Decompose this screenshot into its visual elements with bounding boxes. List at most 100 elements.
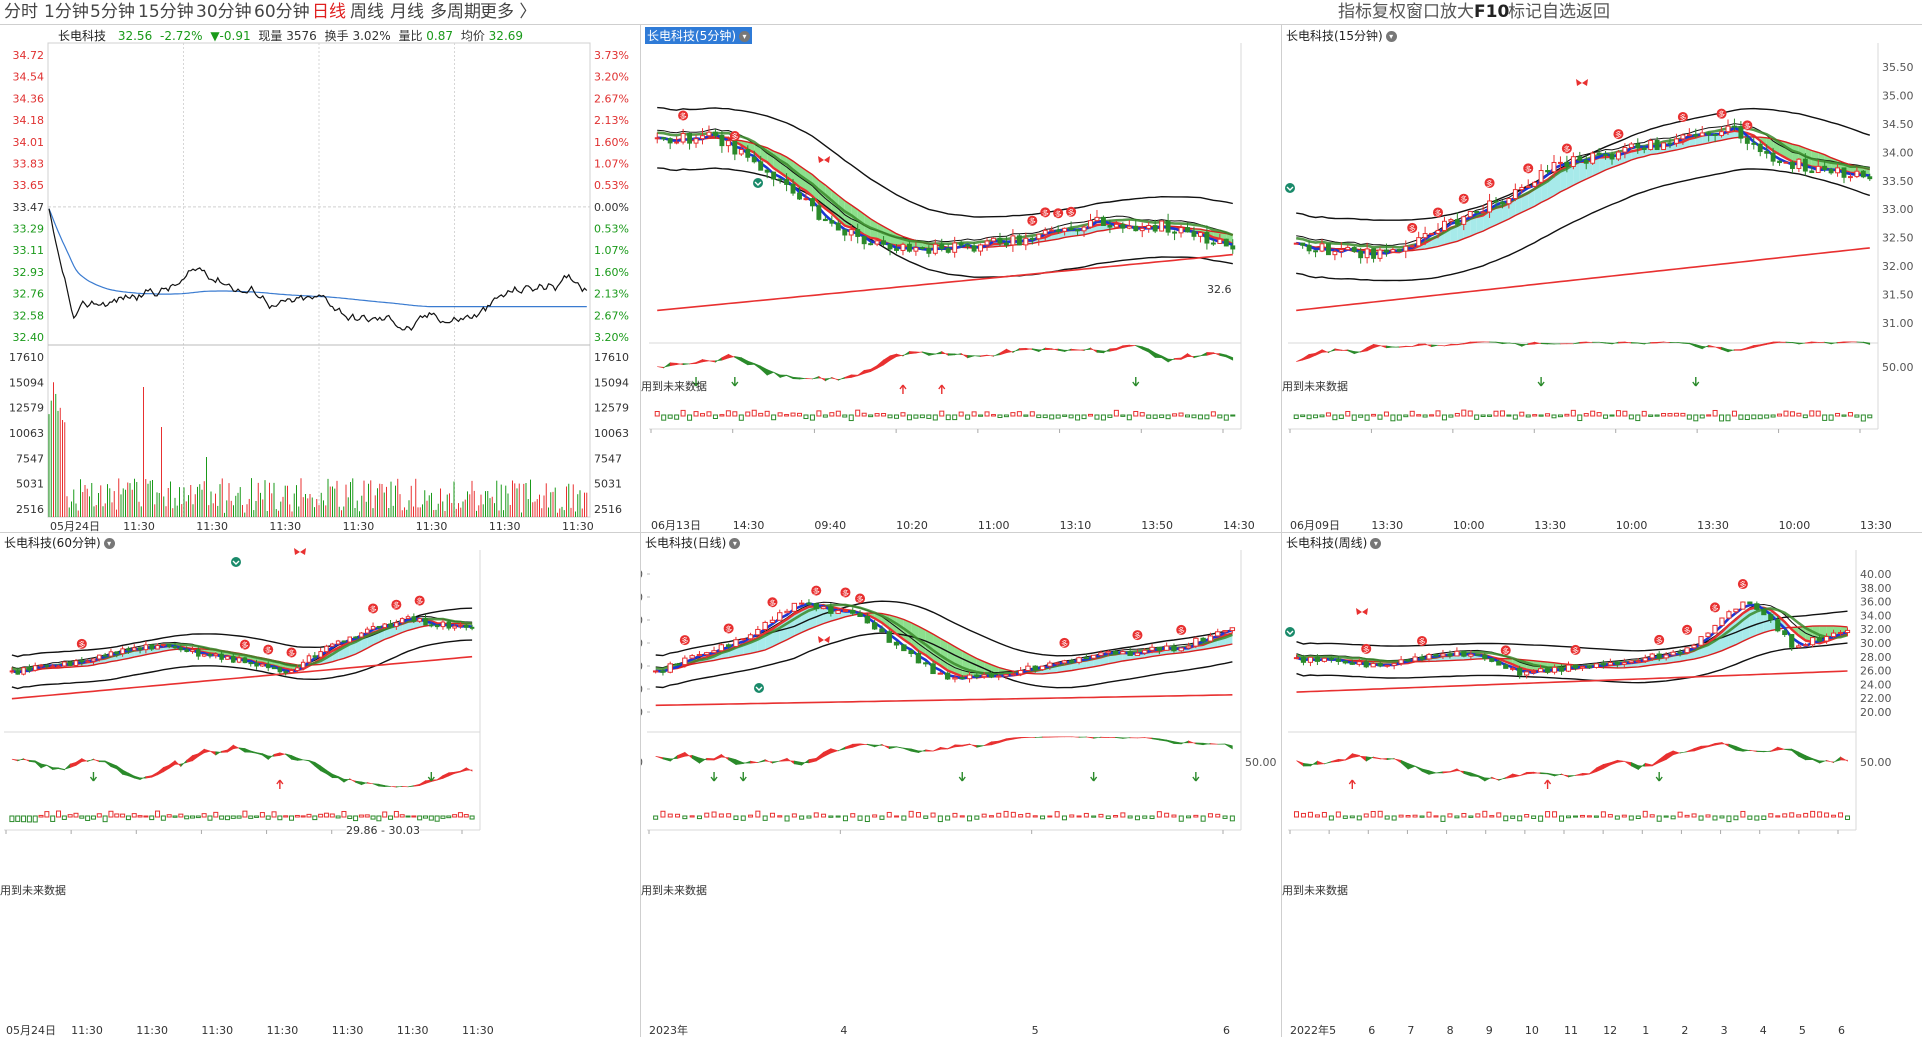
- time-axis-label: 11:30: [332, 1024, 364, 1037]
- candle-down: [1351, 246, 1357, 252]
- toolbar-zoom[interactable]: 放大: [1440, 2, 1474, 22]
- oscillator-band-segment: [1644, 762, 1653, 767]
- candle-down: [1747, 601, 1753, 605]
- oscillator-band-segment: [1321, 349, 1329, 354]
- time-axis-label: 4: [1760, 1024, 1767, 1037]
- candle-up: [680, 132, 686, 143]
- period-tab-month[interactable]: 月线: [390, 2, 424, 22]
- signal-marker-glyph: 多: [1042, 208, 1049, 217]
- period-tab-day[interactable]: 日线: [312, 2, 346, 22]
- period-tab-1min[interactable]: 1分钟: [44, 2, 89, 22]
- period-tab-fenshi[interactable]: 分时: [4, 2, 38, 22]
- candle-down: [1358, 250, 1364, 259]
- toolbar-window[interactable]: 窗口: [1406, 2, 1440, 22]
- oscillator-band-segment: [1180, 353, 1188, 360]
- panel-title-15min[interactable]: 长电科技(15分钟) ▾: [1286, 27, 1397, 44]
- dropdown-icon[interactable]: ▾: [739, 31, 750, 42]
- histogram-bar: [213, 811, 219, 818]
- candle-down: [1789, 634, 1795, 648]
- signal-marker-glyph: 多: [1679, 113, 1686, 122]
- signal-marker-icon: [263, 644, 274, 655]
- candle-up: [1113, 223, 1119, 228]
- candle-up: [1726, 611, 1732, 619]
- histogram-bar: [1698, 815, 1704, 821]
- ma-cloud-segment: [1560, 166, 1567, 192]
- candle-down: [758, 161, 764, 171]
- candle-up: [689, 655, 695, 659]
- histogram-bar: [21, 815, 27, 823]
- oscillator-band-segment: [1740, 347, 1748, 351]
- toolbar-back[interactable]: 返回: [1576, 2, 1610, 22]
- oscillator-band-segment: [110, 762, 118, 770]
- histogram-bar: [236, 815, 242, 819]
- toolbar-mark[interactable]: 标记: [1508, 2, 1542, 22]
- panel-title-60min[interactable]: 长电科技(60分钟) ▾: [4, 534, 115, 551]
- histogram-bar: [1105, 815, 1111, 820]
- oscillator-band-segment: [689, 362, 697, 365]
- signal-marker-glyph: 多: [1419, 637, 1426, 646]
- price-axis-label: 22.00: [1860, 692, 1892, 705]
- histogram-bar: [1691, 813, 1697, 818]
- histogram-bar: [1390, 414, 1396, 422]
- chart-panel-15min[interactable]: 长电科技(15分钟) ▾ 用到未来数据 35.50 35.00 34.50 34.00 3…: [1282, 25, 1922, 532]
- toolbar-f10[interactable]: F10: [1474, 2, 1510, 22]
- dropdown-icon[interactable]: ▾: [729, 538, 741, 549]
- oscillator-band-segment: [976, 745, 985, 748]
- panel-divider[interactable]: [640, 25, 641, 1037]
- candle-down: [1371, 248, 1376, 259]
- dropdown-icon[interactable]: ▾: [103, 538, 115, 549]
- signal-marker-glyph: 多: [1502, 646, 1509, 655]
- signal-marker-glyph: 多: [1055, 209, 1062, 218]
- histogram-bar: [965, 414, 971, 420]
- ma-cloud-segment: [780, 153, 787, 178]
- signal-marker-icon: [1613, 129, 1624, 140]
- panel-title-day[interactable]: 长电科技(日线) ▾: [645, 534, 741, 551]
- period-tab-30min[interactable]: 30分钟: [196, 2, 252, 22]
- intraday-chart-panel[interactable]: 长电科技 32.56 -2.72% ▼-0.91 现量 3576 换手 3.02…: [0, 25, 640, 532]
- candle-up: [1686, 134, 1692, 137]
- period-tab-15min[interactable]: 15分钟: [138, 2, 194, 22]
- toolbar-indicator[interactable]: 指标: [1338, 2, 1372, 22]
- chart-panel-day[interactable]: 长电科技(日线)▾ 用到未来数据 35.0034.0033.0032.0031.…: [641, 532, 1281, 1037]
- dropdown-icon[interactable]: ▾: [1370, 538, 1382, 549]
- histogram-bar: [1754, 815, 1760, 821]
- oscillator-band-segment: [1856, 341, 1864, 343]
- panel-divider[interactable]: [0, 532, 1922, 533]
- oscillator-band-segment: [883, 355, 891, 366]
- toolbar-watchlist[interactable]: 自选: [1542, 2, 1576, 22]
- histogram-bar: [1764, 414, 1770, 419]
- histogram-bar: [1731, 410, 1737, 417]
- oscillator-band-segment: [1414, 765, 1423, 772]
- candle-up: [1321, 657, 1327, 662]
- panel-divider[interactable]: [1281, 25, 1282, 1037]
- period-tab-60min[interactable]: 60分钟: [254, 2, 310, 22]
- histogram-bar: [764, 410, 770, 417]
- period-tab-more[interactable]: 更多 〉: [480, 2, 537, 22]
- toolbar-fuquan[interactable]: 复权: [1372, 2, 1406, 22]
- panel-title-week[interactable]: 长电科技(周线) ▾: [1286, 534, 1382, 551]
- candle-down: [816, 205, 822, 220]
- oscillator-band-segment: [1077, 349, 1085, 351]
- oscillator-band-segment: [1526, 771, 1534, 775]
- signal-marker-icon: [1523, 163, 1534, 174]
- candle-up: [91, 658, 96, 662]
- oscillator-band-segment: [1328, 348, 1336, 354]
- dropdown-icon[interactable]: ▾: [1385, 31, 1397, 42]
- oscillator-band-segment: [1057, 348, 1065, 352]
- chart-panel-5min[interactable]: 长电科技(5分钟) ▾ 用到未来数据 32.6 多多多多多多 06月13日 14:30…: [641, 25, 1281, 532]
- candle-up: [725, 140, 731, 147]
- ma-cloud-segment: [1599, 157, 1606, 174]
- histogram-bar: [1069, 814, 1075, 818]
- histogram-bar: [1293, 414, 1299, 420]
- chart-panel-week[interactable]: 长电科技(周线) ▾ 用到未来数据 40.00 38.00 36.00 34.00 32.…: [1282, 532, 1922, 1037]
- histogram-bar: [857, 815, 863, 821]
- histogram-bar: [1396, 414, 1402, 421]
- chart-panel-60min[interactable]: 长电科技(60分钟) ▾ 用到未来数据 29.86 - 30.03 多多多多多多多…: [0, 532, 640, 1037]
- time-axis-label: 6: [1838, 1024, 1845, 1037]
- period-tab-multi[interactable]: 多周期: [430, 2, 481, 22]
- period-tab-week[interactable]: 周线: [350, 2, 384, 22]
- histogram-bar: [930, 812, 936, 818]
- panel-title-5min[interactable]: 长电科技(5分钟) ▾: [645, 27, 752, 44]
- period-tab-5min[interactable]: 5分钟: [90, 2, 135, 22]
- time-axis-label: 06月09日: [1290, 519, 1340, 532]
